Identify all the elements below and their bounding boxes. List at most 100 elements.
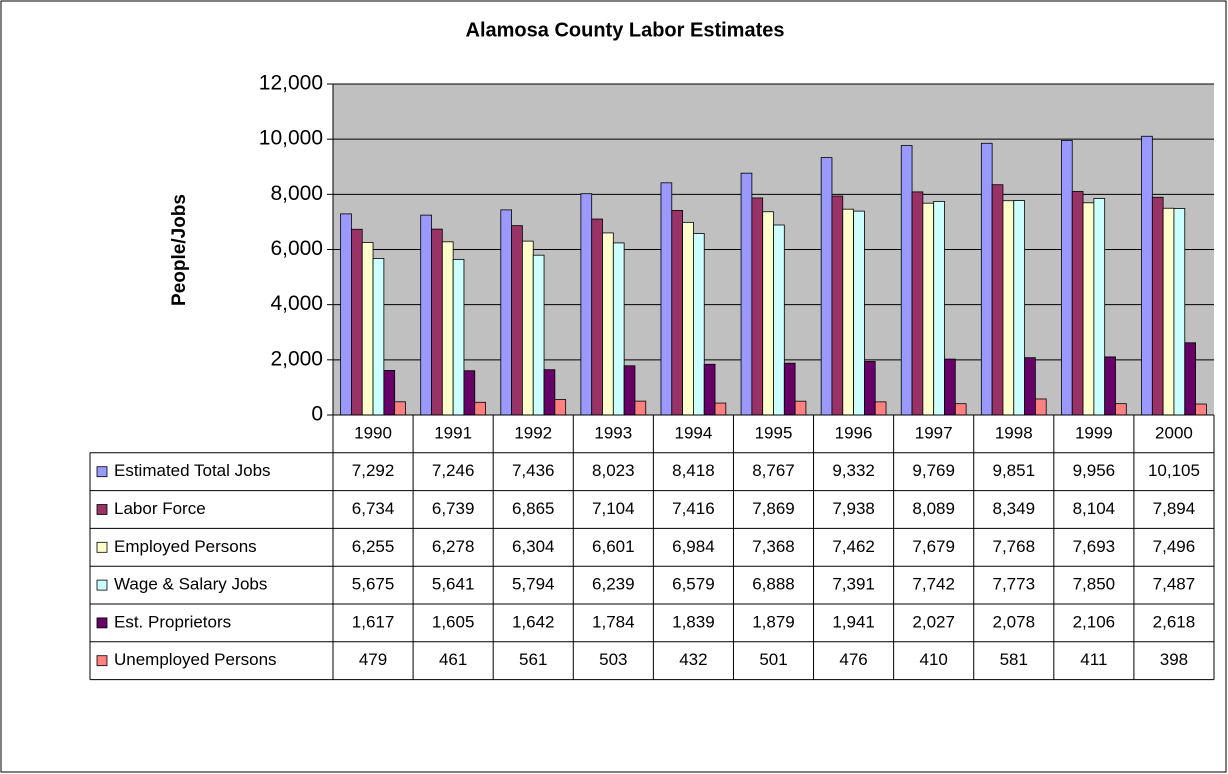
legend-swatch [96,655,108,667]
table-value: 6,984 [672,537,715,556]
bar [1151,196,1164,416]
bar [1071,191,1084,416]
bar [394,401,406,416]
bar [900,145,913,416]
table-value: 7,416 [672,499,715,518]
table-value: 7,742 [912,575,955,594]
table-value: 2,618 [1153,612,1196,631]
table-value: 7,768 [992,537,1035,556]
bar [831,195,844,416]
bar [1162,207,1175,416]
legend-label: Unemployed Persons [114,650,277,669]
x-tick-label: 1995 [755,423,793,442]
bar [1002,200,1015,416]
x-tick-label: 1999 [1075,423,1113,442]
table-value: 2,106 [1073,612,1116,631]
table-value: 7,679 [912,537,955,556]
table-value: 1,605 [432,612,475,631]
table-value: 8,023 [592,461,635,480]
table-value: 8,349 [992,499,1035,518]
bar [820,157,833,416]
x-tick-label: 1996 [835,423,873,442]
legend-label: Employed Persons [114,537,257,556]
table-value: 7,368 [752,537,795,556]
legend-swatch [96,617,108,629]
bar [682,221,694,416]
table-value: 1,839 [672,612,715,631]
bar [1061,139,1073,416]
y-tick-label: 12,000 [259,72,323,95]
bar [864,361,876,416]
table-value: 9,956 [1073,461,1116,480]
table-value: 6,888 [752,575,795,594]
bar [751,197,764,416]
bar [554,399,567,416]
bar [532,254,545,416]
bar [1104,356,1116,416]
bar [634,400,647,416]
bar [463,370,476,416]
x-tick-label: 1990 [354,423,392,442]
table-value: 5,675 [352,575,395,594]
bar [703,363,716,416]
bar [431,228,443,416]
table-value: 432 [679,650,707,669]
chart-title: Alamosa County Labor Estimates [466,19,785,41]
bar [500,209,513,416]
table-value: 7,869 [752,499,795,518]
bar [511,225,523,416]
table-value: 8,767 [752,461,795,480]
table-value: 8,089 [912,499,955,518]
x-tick-label: 1994 [674,423,712,442]
table-value: 7,693 [1073,537,1116,556]
bar [522,240,534,416]
table-value: 6,255 [352,537,395,556]
bar [740,172,753,416]
table-value: 1,642 [512,612,555,631]
bar [944,358,956,416]
table-value: 6,239 [592,575,635,594]
y-tick-label: 4,000 [270,292,323,315]
table-value: 7,246 [432,461,475,480]
table-value: 7,773 [992,575,1035,594]
table-value: 6,304 [512,537,555,556]
x-tick-label: 1992 [514,423,552,442]
table-value: 5,641 [432,575,475,594]
table-value: 1,784 [592,612,635,631]
bar [874,401,887,416]
table-value: 503 [599,650,627,669]
table-value: 7,894 [1153,499,1196,518]
bar [693,233,705,416]
x-tick-label: 1998 [995,423,1033,442]
table-value: 2,078 [992,612,1035,631]
table-value: 410 [919,650,947,669]
bar [1093,198,1106,416]
bar [474,401,486,416]
table-value: 398 [1160,650,1188,669]
table-value: 7,104 [592,499,635,518]
legend-label: Wage & Salary Jobs [114,575,267,594]
table-value: 7,462 [832,537,875,556]
y-tick-label: 10,000 [259,127,323,150]
x-tick-label: 1991 [434,423,472,442]
legend-label: Estimated Total Jobs [114,461,271,480]
bar [991,184,1004,416]
bar [361,242,374,416]
table-value: 7,938 [832,499,875,518]
table-value: 479 [359,650,387,669]
bar [762,211,774,416]
bar [340,213,352,416]
table-value: 411 [1080,650,1107,669]
table-value: 6,278 [432,537,475,556]
table-value: 7,496 [1153,537,1196,556]
bar [783,362,796,416]
bar [954,403,967,416]
table-value: 10,105 [1148,461,1200,480]
y-tick-label: 6,000 [270,237,323,260]
bar [1195,403,1207,416]
bar [580,193,593,416]
legend-swatch [96,504,108,515]
bar [1024,357,1036,416]
